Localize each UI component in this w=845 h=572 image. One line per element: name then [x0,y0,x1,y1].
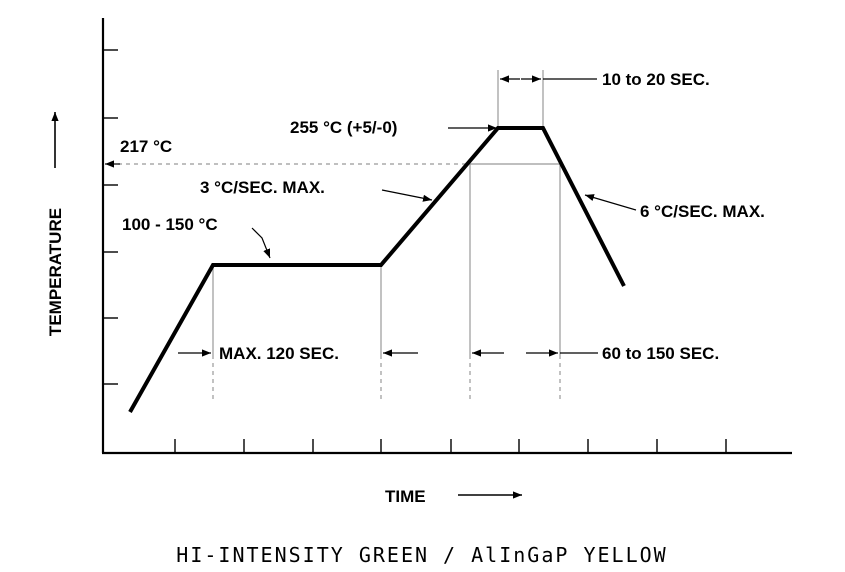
preheat-time-label: MAX. 120 SEC. [219,344,339,363]
y-axis-ticks [103,49,118,385]
dimension-arrows [105,75,598,357]
ramp-up-label: 3 °C/SEC. MAX. [200,178,325,197]
temperature-profile-curve [128,126,626,413]
diagram-caption: HI-INTENSITY GREEN / AlInGaP YELLOW [176,543,667,567]
y-axis-label-group: TEMPERATURE [46,112,65,336]
ramp-down-label: 6 °C/SEC. MAX. [640,202,765,221]
peak-temp-label: 255 °C (+5/-0) [290,118,397,137]
y-axis-label: TEMPERATURE [46,208,65,336]
x-axis-label-group: TIME [385,487,522,506]
liquidus-time-label: 60 to 150 SEC. [602,344,719,363]
preheat-temp-label: 100 - 150 °C [122,215,218,234]
preheat-leader [251,227,271,259]
peak-time-label: 10 to 20 SEC. [602,70,710,89]
ramp-up-leader [381,189,433,202]
x-axis-label: TIME [385,487,426,506]
annotation-leaders [251,124,637,259]
x-axis-ticks [174,439,727,453]
axes [101,18,792,455]
ramp-down-leader [584,194,637,211]
liquidus-label: 217 °C [120,137,172,156]
guide-lines [110,70,561,402]
